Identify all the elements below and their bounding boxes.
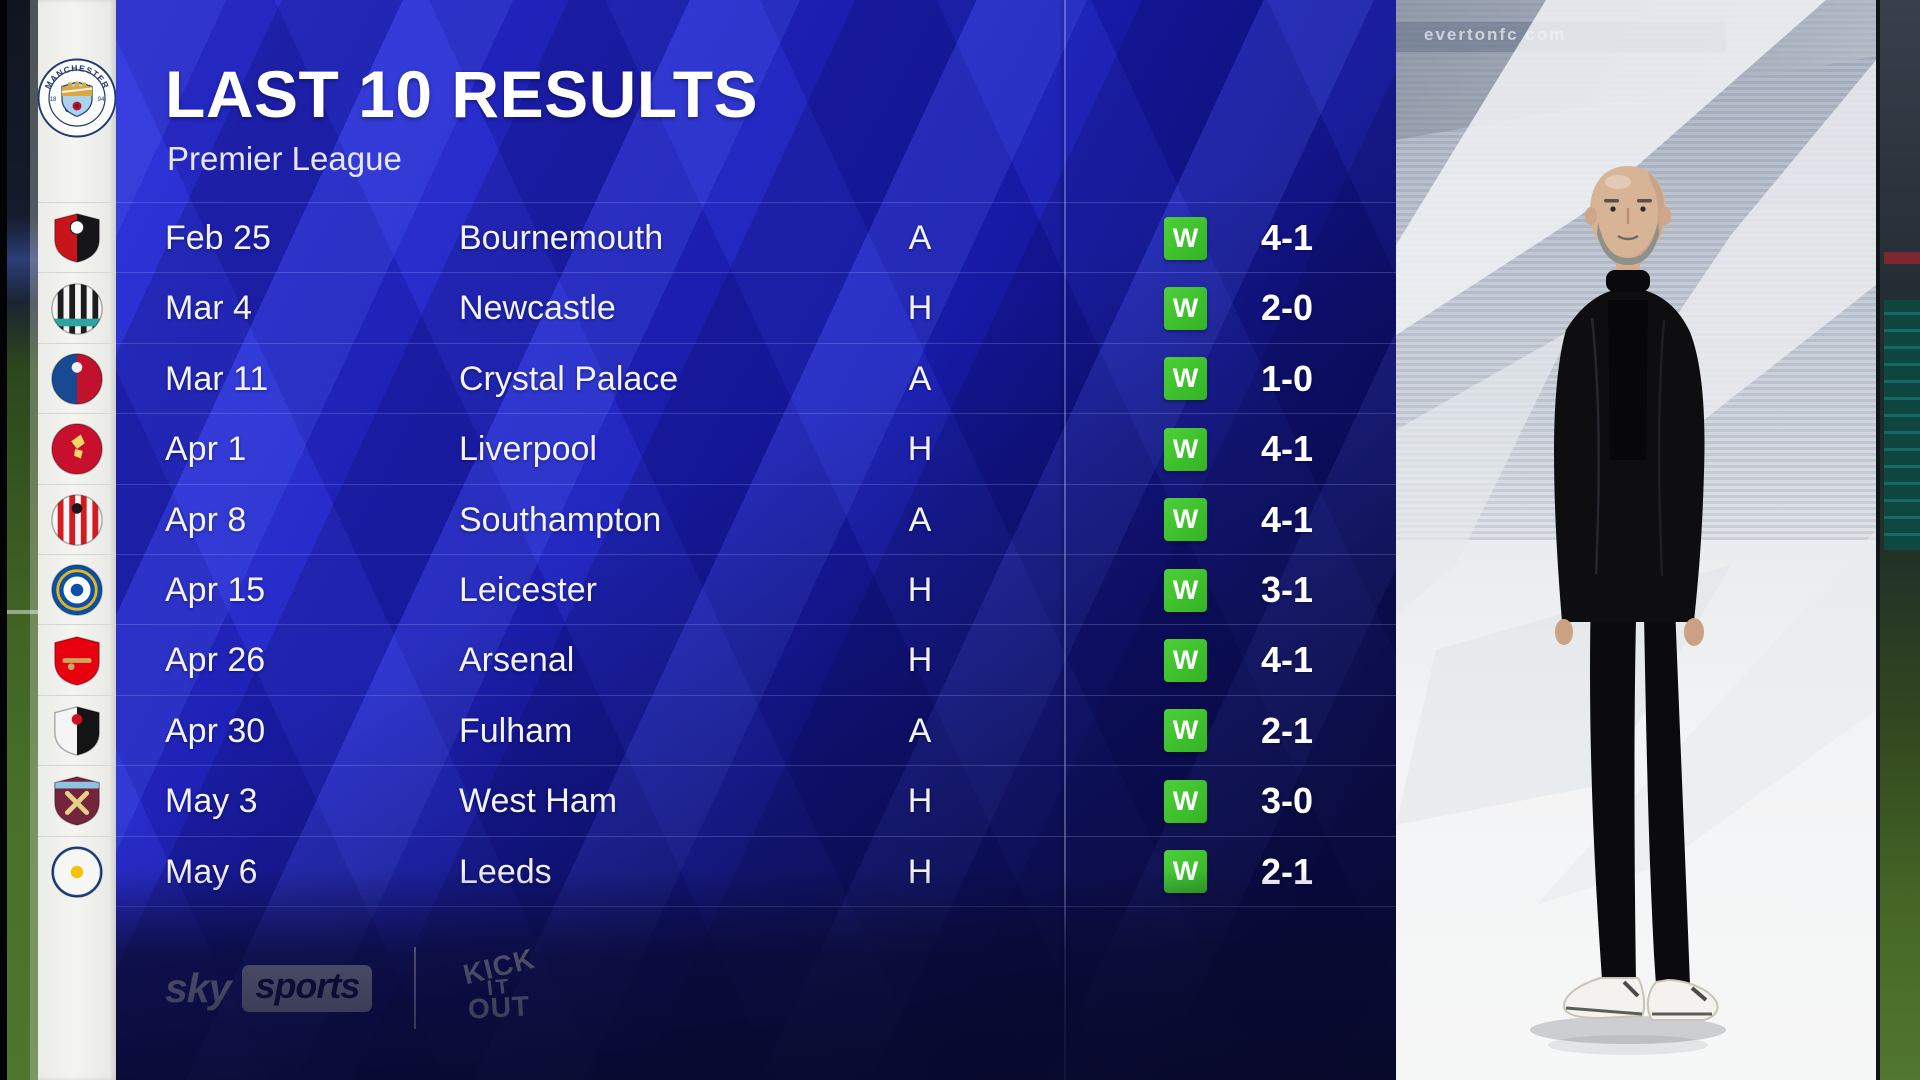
club-badge-cell: MANCHESTER CITY 18 94 (37, 0, 117, 202)
fulham-badge (38, 694, 116, 766)
match-date: Apr 30 (165, 711, 266, 750)
match-score: 2-1 (1260, 709, 1314, 751)
opponent-name: Arsenal (459, 641, 575, 680)
badge-year-right: 94 (98, 97, 105, 103)
opponent-name: Leicester (459, 571, 597, 609)
match-score: 4-1 (1260, 639, 1314, 681)
win-badge: W (1164, 850, 1207, 894)
match-score: 3-0 (1260, 780, 1314, 822)
pep-guardiola-photo (1530, 166, 1726, 1055)
kick-it-out-logo: KICK IT OUT (452, 941, 546, 1035)
win-badge: W (1164, 779, 1207, 823)
match-date: Apr 8 (165, 500, 247, 539)
match-date: May 6 (165, 852, 258, 891)
result-row: Apr 30 Fulham A W 2-1 (116, 694, 1396, 766)
tv-frame-left-edge (0, 0, 38, 1080)
match-score: 3-1 (1260, 569, 1314, 610)
column-divider-line (1064, 0, 1066, 1080)
opponent-name: Leeds (459, 852, 552, 891)
footer-logos: sky sports KICK IT OUT (165, 942, 546, 1034)
crystal-palace-badge (38, 342, 116, 414)
team-badge-column: MANCHESTER CITY 18 94 (37, 0, 117, 1080)
venue-indicator: H (907, 782, 933, 821)
result-row: Mar 11 Crystal Palace A W 1-0 (116, 342, 1396, 414)
opponent-name: Fulham (459, 711, 573, 750)
win-badge: W (1164, 427, 1207, 471)
southampton-badge (38, 483, 116, 555)
stand-detail (1884, 252, 1920, 264)
sky-sports-logo-box: sports (242, 964, 373, 1012)
result-row: May 3 West Ham H W 3-0 (116, 765, 1396, 836)
competition-subtitle: Premier League (167, 140, 402, 177)
win-badge: W (1164, 638, 1207, 682)
match-score: 2-1 (1260, 850, 1314, 892)
match-date: Mar 11 (165, 359, 269, 398)
opponent-name: Liverpool (459, 430, 597, 469)
match-date: Apr 15 (165, 571, 266, 609)
result-row: Apr 15 Leicester H W 3-1 (116, 554, 1396, 625)
newcastle-badge (38, 272, 116, 343)
match-score: 2-0 (1260, 287, 1314, 329)
result-row: Apr 26 Arsenal H W 4-1 (116, 624, 1396, 695)
match-score: 4-1 (1260, 428, 1314, 470)
sky-logo: sky (165, 964, 231, 1011)
west-ham-badge (38, 765, 116, 836)
venue-indicator: H (907, 430, 933, 469)
opponent-name: Bournemouth (459, 219, 664, 257)
opponent-name: West Ham (459, 782, 618, 821)
sports-wordmark: sports (255, 964, 360, 1006)
leeds-badge (38, 835, 116, 907)
bournemouth-badge (38, 202, 116, 273)
arsenal-badge (38, 624, 116, 695)
venue-indicator: H (907, 641, 933, 680)
match-date: Mar 4 (165, 289, 252, 328)
liverpool-badge (38, 413, 116, 484)
logo-divider-line (414, 947, 417, 1029)
page-title: LAST 10 RESULTS (165, 57, 759, 131)
result-row: Apr 1 Liverpool H W 4-1 (116, 413, 1396, 484)
result-row: Feb 25 Bournemouth A W 4-1 (116, 202, 1396, 273)
opponent-name: Southampton (459, 500, 662, 539)
venue-indicator: A (908, 711, 932, 750)
badge-year-left: 18 (50, 97, 57, 103)
win-badge: W (1164, 709, 1207, 753)
match-score: 4-1 (1260, 217, 1314, 258)
results-panel: LAST 10 RESULTS Premier League Feb 25 Bo… (116, 0, 1396, 1080)
scoreboard-detail (1884, 300, 1920, 550)
result-row: May 6 Leeds H W 2-1 (116, 835, 1396, 907)
win-badge: W (1164, 286, 1207, 330)
kio-line-3: OUT (467, 990, 532, 1025)
match-score: 1-0 (1260, 357, 1314, 399)
match-date: Apr 26 (165, 641, 266, 680)
results-list: Feb 25 Bournemouth A W 4-1 Mar 4 Newcast… (116, 202, 1396, 907)
venue-indicator: H (907, 571, 933, 609)
manager-photo-panel: evertonfc com (1396, 0, 1920, 1080)
venue-indicator: A (908, 359, 932, 398)
man-city-badge: MANCHESTER CITY 18 94 (37, 58, 117, 138)
result-row: Apr 8 Southampton A W 4-1 (116, 483, 1396, 555)
match-date: May 3 (165, 782, 258, 821)
win-badge: W (1164, 498, 1207, 542)
match-date: Apr 1 (165, 430, 247, 469)
venue-indicator: A (908, 219, 932, 257)
tv-frame-right-edge (1876, 0, 1920, 1080)
win-badge: W (1164, 568, 1207, 612)
win-badge: W (1164, 216, 1207, 260)
venue-indicator: H (907, 852, 933, 891)
match-date: Feb 25 (165, 219, 271, 257)
win-badge: W (1164, 357, 1207, 401)
match-score: 4-1 (1260, 498, 1314, 540)
venue-indicator: A (908, 500, 932, 539)
leicester-badge (38, 554, 116, 625)
opponent-name: Newcastle (459, 289, 616, 328)
venue-indicator: H (907, 289, 933, 328)
result-row: Mar 4 Newcastle H W 2-0 (116, 272, 1396, 343)
opponent-name: Crystal Palace (459, 359, 679, 398)
